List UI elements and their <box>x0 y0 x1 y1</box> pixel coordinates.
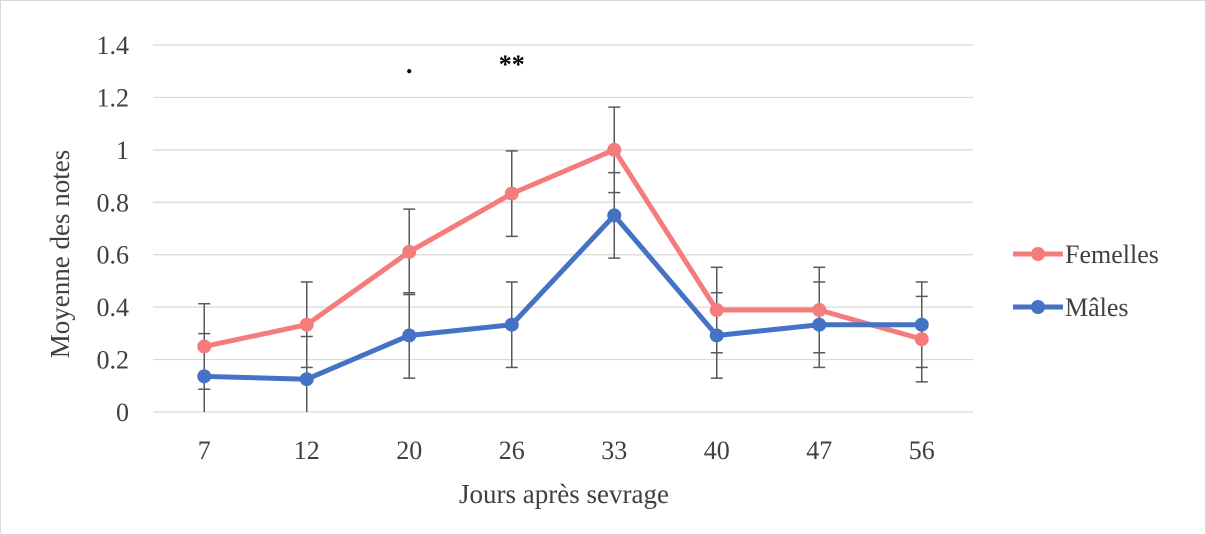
data-point-males <box>299 372 314 387</box>
data-point-males <box>504 317 519 332</box>
data-point-males <box>914 317 929 332</box>
y-axis-title: Moyenne des notes <box>45 150 75 358</box>
data-point-femelles <box>607 142 622 157</box>
x-axis-title: Jours après sevrage <box>459 479 669 509</box>
data-point-femelles <box>914 332 929 347</box>
data-point-femelles <box>504 186 519 201</box>
data-point-femelles <box>709 303 724 318</box>
y-tick-label: 0.8 <box>97 188 130 217</box>
x-tick-label: 33 <box>601 436 627 465</box>
y-tick-label: 0.2 <box>97 346 130 375</box>
x-tick-label: 12 <box>294 436 320 465</box>
data-point-males <box>812 317 827 332</box>
y-tick-label: 1.4 <box>97 31 130 60</box>
data-point-femelles <box>402 244 417 259</box>
x-tick-label: 47 <box>806 436 832 465</box>
data-point-femelles <box>299 317 314 332</box>
data-point-males <box>709 328 724 343</box>
x-tick-label: 20 <box>396 436 422 465</box>
data-point-males <box>197 369 212 384</box>
significance-annotations: . ** <box>406 50 525 79</box>
significance-marker: ** <box>499 50 525 79</box>
gridlines <box>153 44 973 413</box>
y-tick-label: 1.2 <box>97 83 130 112</box>
series-line-males <box>204 212 922 382</box>
series-lines <box>197 142 929 387</box>
legend: Femelles Mâles <box>1013 240 1159 322</box>
data-point-males <box>402 328 417 343</box>
data-point-femelles <box>197 339 212 354</box>
legend-label: Mâles <box>1065 293 1129 322</box>
x-tick-label: 56 <box>909 436 935 465</box>
y-tick-label: 0.6 <box>97 241 130 270</box>
data-point-males <box>607 208 622 223</box>
error-bars <box>198 106 928 412</box>
y-tick-label: 0.4 <box>97 293 130 322</box>
legend-swatch-marker <box>1031 247 1045 261</box>
legend-entry: Mâles <box>1013 293 1129 322</box>
series-line-femelles <box>203 147 923 349</box>
legend-label: Femelles <box>1065 240 1159 269</box>
data-point-femelles <box>812 303 827 318</box>
x-tick-label: 26 <box>499 436 525 465</box>
significance-marker: . <box>406 50 413 79</box>
y-tick-label: 1 <box>116 136 129 165</box>
legend-swatch-marker <box>1031 300 1045 314</box>
x-axis-ticks: 7 12 20 26 33 40 47 56 <box>198 436 935 465</box>
y-tick-label: 0 <box>116 398 129 427</box>
x-tick-label: 7 <box>198 436 211 465</box>
x-tick-label: 40 <box>704 436 730 465</box>
y-axis-ticks: 0 0.2 0.4 0.6 0.8 1 1.2 1.4 <box>97 31 130 427</box>
legend-entry: Femelles <box>1013 240 1159 269</box>
